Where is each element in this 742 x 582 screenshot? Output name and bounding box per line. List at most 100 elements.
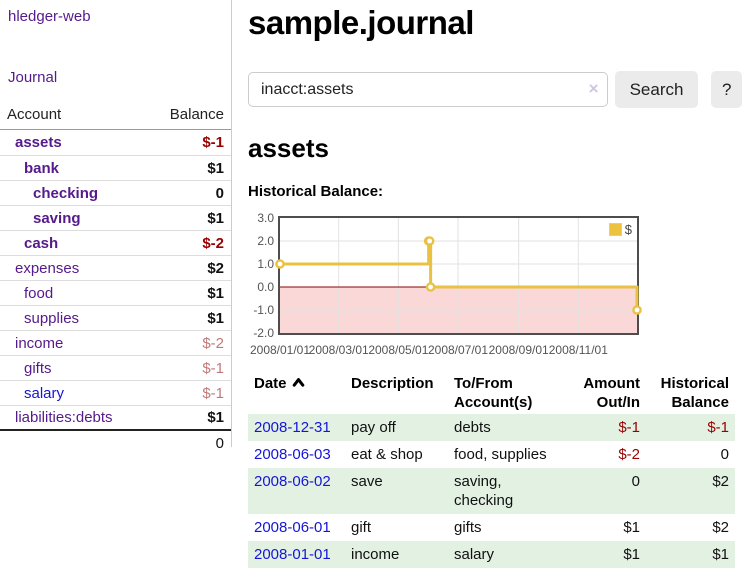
transaction-date-link[interactable]: 2008-12-31 (254, 419, 331, 436)
account-balance: $-1 (202, 384, 224, 402)
account-link[interactable]: bank (24, 159, 60, 177)
x-axis-tick-label: 2008/11/01 (548, 343, 608, 357)
search-form: × Search ? (248, 71, 742, 108)
account-balance: $-2 (202, 334, 224, 352)
account-row: bank $1 (0, 155, 231, 180)
description-column-header: Description (351, 375, 434, 392)
account-link[interactable]: gifts (24, 359, 52, 377)
register-row: 2008-12-31 pay off debts $-1 $-1 (248, 414, 735, 441)
balance-column-header: Balance (169, 106, 224, 123)
account-row: checking 0 (0, 180, 231, 205)
transaction-description: income (351, 546, 400, 563)
sidebar: hledger-web Journal Account Balance asse… (0, 0, 232, 452)
transaction-balance: $2 (712, 519, 729, 536)
accounts-column-header: To/From Account(s) (454, 375, 533, 411)
account-row: food $1 (0, 280, 231, 305)
chart-legend: $ (606, 221, 634, 238)
search-button[interactable]: Search (614, 71, 699, 108)
transaction-accounts-link[interactable]: gifts (454, 519, 482, 536)
register-row: 2008-06-01 gift gifts $1 $2 (248, 514, 735, 541)
account-link[interactable]: liabilities:debts (15, 409, 113, 426)
transaction-date-link[interactable]: 2008-06-02 (254, 473, 331, 490)
clear-search-icon[interactable]: × (588, 79, 599, 98)
transaction-accounts-link[interactable]: salary (454, 546, 495, 563)
y-axis-tick-label: -2.0 (253, 326, 274, 340)
account-link[interactable]: income (15, 334, 64, 352)
account-link[interactable]: food (24, 284, 54, 302)
sidebar-item-journal[interactable]: Journal (8, 69, 58, 86)
transaction-description: eat & shop (351, 446, 423, 463)
account-row: assets $-1 (0, 130, 231, 155)
register-header-row: Date Description To/From Account(s) Amou… (248, 372, 735, 414)
account-row: cash $-2 (0, 230, 231, 255)
register-row: 2008-06-02 save saving, checking 0 $2 (248, 468, 735, 514)
account-link[interactable]: expenses (15, 259, 80, 277)
help-button[interactable]: ? (711, 71, 742, 108)
account-link[interactable]: cash (24, 234, 59, 252)
date-column-header[interactable]: Date (248, 372, 345, 414)
transaction-accounts-link[interactable]: saving, checking (454, 473, 514, 509)
account-row: saving $1 (0, 205, 231, 230)
chart-plot-area: $ (275, 216, 642, 335)
account-row: salary $-1 (0, 380, 231, 405)
sort-ascending-icon (292, 374, 305, 393)
account-balance: 0 (215, 184, 224, 202)
account-balance: $-2 (202, 234, 224, 252)
account-table-header: Account Balance (0, 104, 231, 130)
app-title-link[interactable]: hledger-web (8, 8, 91, 25)
y-axis-tick-label: 1.0 (257, 257, 274, 271)
legend-label: $ (624, 222, 632, 237)
transaction-balance: $2 (712, 473, 729, 490)
balance-column-header: Historical Balance (660, 375, 729, 411)
x-axis-tick-label: 2008/05/01 (368, 343, 429, 357)
chart-title: Historical Balance: (248, 183, 384, 200)
account-balance: $-1 (202, 359, 224, 377)
account-balance: $1 (207, 209, 224, 227)
transaction-amount: $-2 (618, 446, 640, 463)
search-input[interactable] (248, 72, 608, 107)
transaction-amount: $1 (623, 519, 640, 536)
account-balance: $1 (207, 409, 224, 426)
account-row: supplies $1 (0, 305, 231, 330)
account-link[interactable]: saving (33, 209, 81, 227)
register-row: 2008-01-01 income salary $1 $1 (248, 541, 735, 568)
account-link[interactable]: supplies (24, 309, 80, 327)
account-row: liabilities:debts $1 (0, 405, 231, 431)
account-balance: $1 (207, 284, 224, 302)
historical-balance-chart: 3.0 2.0 1.0 0.0 -1.0 -2.0 $ 2008/01/01 2008/03… (248, 210, 742, 357)
transaction-amount: $-1 (618, 419, 640, 436)
y-axis-tick-label: -1.0 (253, 303, 274, 317)
transaction-date-link[interactable]: 2008-06-03 (254, 446, 331, 463)
balance-line-chart (275, 218, 642, 333)
main-content: sample.journal × Search ? assets Histori… (248, 0, 742, 568)
transaction-balance: 0 (720, 446, 729, 463)
page-title: sample.journal (248, 4, 474, 41)
account-link[interactable]: checking (33, 184, 99, 202)
y-axis-tick-label: 2.0 (257, 234, 274, 248)
y-axis-tick-label: 0.0 (257, 280, 274, 294)
date-header-label: Date (254, 375, 287, 392)
transaction-date-link[interactable]: 2008-06-01 (254, 519, 331, 536)
account-balance: $1 (207, 159, 224, 177)
account-row: gifts $-1 (0, 355, 231, 380)
account-row: expenses $2 (0, 255, 231, 280)
account-link[interactable]: salary (24, 384, 65, 402)
amount-column-header: Amount Out/In (583, 375, 640, 411)
register-row: 2008-06-03 eat & shop food, supplies $-2… (248, 441, 735, 468)
transaction-accounts-link[interactable]: debts (454, 419, 491, 436)
x-axis-tick-label: 2008/07/01 (427, 343, 489, 357)
account-balance: $-1 (202, 134, 224, 151)
account-heading: assets (248, 133, 329, 163)
x-axis-tick-label: 2008/01/01 (249, 343, 311, 357)
register-table: Date Description To/From Account(s) Amou… (248, 372, 735, 568)
account-link[interactable]: assets (15, 134, 62, 151)
account-balance-table: Account Balance assets $-1 bank $1 check… (0, 104, 231, 456)
legend-color-swatch (608, 223, 622, 236)
x-axis-tick-label: 2008/03/01 (308, 343, 369, 357)
transaction-accounts-link[interactable]: food, supplies (454, 446, 547, 463)
transaction-date-link[interactable]: 2008-01-01 (254, 546, 331, 563)
transaction-balance: $-1 (707, 419, 729, 436)
transaction-description: save (351, 473, 383, 490)
transaction-description: gift (351, 519, 372, 536)
transaction-description: pay off (351, 419, 396, 436)
